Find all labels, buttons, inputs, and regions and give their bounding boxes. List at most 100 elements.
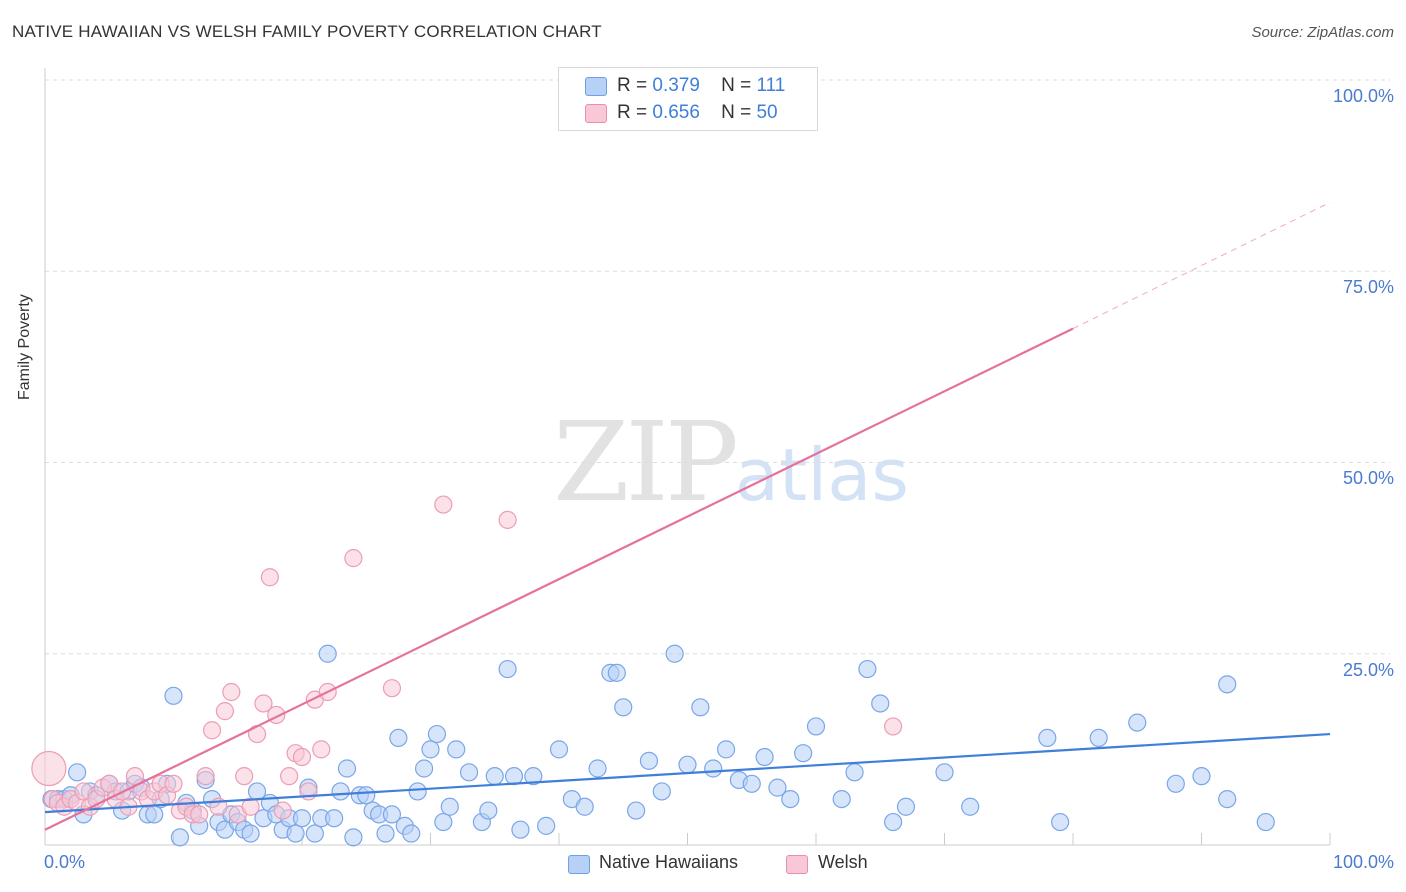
native-hawaiians-point: [382, 805, 402, 824]
chart-title: NATIVE HAWAIIAN VS WELSH FAMILY POVERTY …: [12, 22, 602, 41]
welsh-trend-line: [44, 327, 1074, 831]
native-hawaiians-point: [241, 824, 260, 843]
watermark-atlas: atlas: [734, 433, 909, 517]
native-hawaiians-point: [806, 717, 826, 736]
stats-box: R = 0.379 N = 111 R = 0.656 N = 50: [558, 67, 818, 131]
native-hawaiians-point: [376, 824, 395, 843]
native-hawaiians-point: [1128, 713, 1147, 732]
native-hawaiians-point: [524, 767, 543, 786]
native-hawaiians-point: [434, 812, 453, 832]
native-hawaiians-points: [42, 644, 1275, 847]
welsh-point: [292, 747, 312, 767]
native-hawaiians-point: [145, 805, 164, 824]
welsh-point: [196, 767, 215, 786]
native-hawaiians-point: [871, 694, 890, 713]
native-hawaiians-point: [459, 763, 479, 782]
native-hawaiians-point: [344, 828, 363, 847]
native-hawaiians-point: [626, 801, 646, 820]
native-hawaiians-point: [742, 774, 761, 793]
native-hawaiians-point: [781, 789, 800, 809]
welsh-point: [280, 767, 299, 786]
native-hawaiians-point: [421, 740, 440, 759]
native-hawaiians-point: [935, 763, 954, 782]
native-hawaiians-point: [511, 820, 530, 839]
stats-row-welsh: R = 0.656 N = 50: [617, 102, 778, 126]
native-hawaiians-point: [549, 740, 569, 759]
r-value: 0.379: [652, 75, 700, 96]
native-hawaiians-point: [794, 744, 813, 763]
native-hawaiians-point: [665, 644, 684, 663]
native-hawaiians-point: [652, 782, 671, 801]
welsh-swatch: [585, 104, 607, 123]
native-hawaiians-point: [170, 828, 190, 847]
y-axis-label: Family Poverty: [16, 294, 33, 400]
y-tick-label: 75.0%: [1342, 277, 1394, 297]
y-tick-label: 25.0%: [1342, 660, 1394, 680]
legend-native-hawaiians: Native Hawaiians: [599, 852, 739, 872]
native-hawaiians-point: [1256, 812, 1275, 832]
axes: [44, 68, 1331, 846]
native-hawaiians-point: [337, 759, 357, 778]
native-hawaiians-point: [896, 797, 916, 816]
native-hawaiians-point: [331, 782, 350, 801]
native-hawaiians-point: [408, 782, 427, 801]
legend-native-hawaiians-swatch: [568, 855, 590, 874]
native-hawaiians-point: [1089, 728, 1108, 748]
native-hawaiians-point: [883, 812, 903, 832]
gridlines: [45, 79, 1390, 655]
native-hawaiians-point: [1051, 812, 1070, 832]
n-value: 111: [756, 75, 786, 96]
native-hawaiians-point: [447, 740, 466, 759]
welsh-point: [260, 568, 279, 587]
source-label: Source: ZipAtlas.com: [1251, 24, 1394, 41]
native-hawaiians-swatch: [585, 77, 607, 96]
native-hawaiians-point: [318, 644, 337, 663]
native-hawaiians-point: [504, 767, 524, 786]
native-hawaiians-point: [286, 824, 305, 843]
native-hawaiians-point: [639, 751, 659, 770]
stats-row-native-hawaiians: R = 0.379 N = 111: [617, 75, 785, 99]
native-hawaiians-point: [704, 759, 723, 778]
native-hawaiians-point: [1218, 675, 1237, 694]
welsh-point: [498, 510, 517, 529]
welsh-point: [241, 797, 260, 816]
welsh-point: [273, 801, 292, 820]
native-hawaiians-point: [68, 763, 87, 782]
welsh-point: [434, 495, 453, 514]
r-value: 0.656: [652, 102, 700, 123]
n-label: N =: [721, 75, 752, 96]
x-tick-label: 0.0%: [44, 852, 86, 872]
r-label: R =: [617, 75, 648, 96]
welsh-point: [382, 679, 402, 698]
native-hawaiians-point: [1038, 728, 1057, 748]
r-label: R =: [617, 102, 648, 123]
native-hawaiians-point: [607, 663, 626, 682]
y-tick-label: 100.0%: [1332, 86, 1394, 106]
native-hawaiians-point: [325, 809, 344, 828]
native-hawaiians-point: [357, 786, 376, 805]
n-value: 50: [756, 102, 778, 123]
native-hawaiians-trend-line: [44, 732, 1331, 814]
trend-lines: [44, 201, 1331, 831]
legend-welsh-swatch: [786, 855, 808, 874]
native-hawaiians-point: [1166, 774, 1185, 793]
native-hawaiians-point: [832, 789, 851, 809]
native-hawaiians-point: [414, 759, 434, 778]
welsh-point: [344, 549, 363, 568]
welsh-point: [202, 721, 222, 740]
native-hawaiians-point: [678, 755, 697, 774]
native-hawaiians-point: [614, 698, 633, 717]
native-hawaiians-point: [845, 763, 864, 782]
native-hawaiians-point: [389, 728, 408, 748]
welsh-point: [235, 767, 254, 786]
native-hawaiians-point: [716, 740, 736, 759]
legend-welsh: Welsh: [818, 852, 868, 872]
x-tick-label: 100.0%: [1332, 852, 1394, 872]
welsh-point: [31, 750, 67, 787]
native-hawaiians-point: [164, 686, 183, 705]
native-hawaiians-point: [479, 801, 498, 820]
welsh-point: [222, 682, 241, 702]
native-hawaiians-point: [858, 659, 877, 679]
welsh-point: [190, 805, 209, 824]
